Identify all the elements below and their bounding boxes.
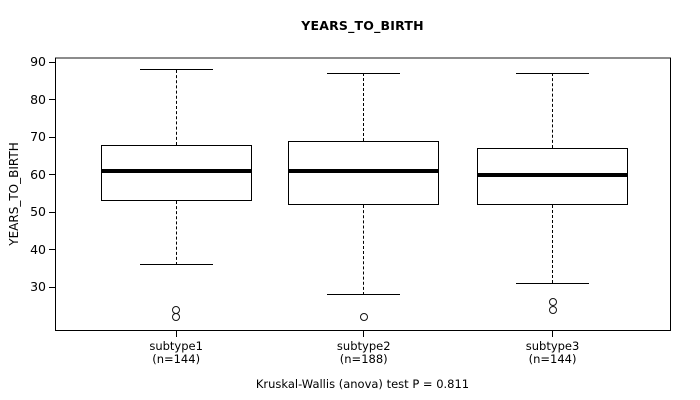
category-label-group: subtype3 (n=144) <box>483 340 623 366</box>
y-axis-tick <box>49 61 55 63</box>
y-axis-tick-label: 30 <box>30 279 46 295</box>
chart-title: YEARS_TO_BIRTH <box>301 18 424 33</box>
outlier-point <box>548 305 557 314</box>
y-axis-line <box>55 58 56 331</box>
category-label: subtype1 <box>149 339 203 353</box>
upper-whisker <box>552 73 554 149</box>
y-axis-tick <box>49 174 55 176</box>
plot-frame-right <box>670 58 671 331</box>
whisker-cap-high <box>139 69 213 71</box>
category-label: subtype2 <box>336 339 391 353</box>
median-line <box>476 172 629 177</box>
statistical-test-annotation: Kruskal-Wallis (anova) test P = 0.811 <box>255 377 470 391</box>
y-axis-tick <box>49 249 55 251</box>
whisker-cap-low <box>515 282 590 284</box>
category-sublabel: (n=144) <box>528 352 577 366</box>
y-axis-tick <box>49 99 55 101</box>
whisker-cap-high <box>515 72 590 74</box>
y-axis-tick-label: 40 <box>30 241 46 257</box>
outlier-point <box>172 313 181 322</box>
y-axis-tick-label: 90 <box>30 54 46 70</box>
category-sublabel: (n=144) <box>152 352 201 366</box>
lower-whisker <box>363 204 365 295</box>
upper-whisker <box>363 73 365 141</box>
y-axis-tick-label: 80 <box>30 91 46 107</box>
x-axis-tick <box>363 331 365 337</box>
y-axis-tick-label: 50 <box>30 204 46 220</box>
category-sublabel: (n=188) <box>339 352 388 366</box>
plot-frame-top <box>55 57 671 59</box>
lower-whisker <box>552 204 554 284</box>
whisker-cap-low <box>139 264 213 266</box>
whisker-cap-low <box>327 294 401 296</box>
upper-whisker <box>175 69 177 145</box>
category-label-group: subtype2 (n=188) <box>294 340 434 366</box>
median-line <box>100 168 252 173</box>
y-axis-tick-label: 70 <box>30 129 46 145</box>
x-axis-tick <box>552 331 554 337</box>
y-axis-tick <box>49 136 55 138</box>
y-axis-tick <box>49 286 55 288</box>
plot-area <box>55 58 670 330</box>
median-line <box>288 168 440 173</box>
x-axis-tick <box>175 331 177 337</box>
y-axis-tick <box>49 211 55 213</box>
x-axis-line <box>55 330 671 331</box>
y-axis-title: YEARS_TO_BIRTH <box>7 142 21 246</box>
whisker-cap-high <box>327 72 401 74</box>
lower-whisker <box>175 200 177 265</box>
outlier-point <box>359 313 368 322</box>
category-label: subtype3 <box>525 339 580 353</box>
y-axis-tick-label: 60 <box>30 166 46 182</box>
category-label-group: subtype1 (n=144) <box>106 340 246 366</box>
